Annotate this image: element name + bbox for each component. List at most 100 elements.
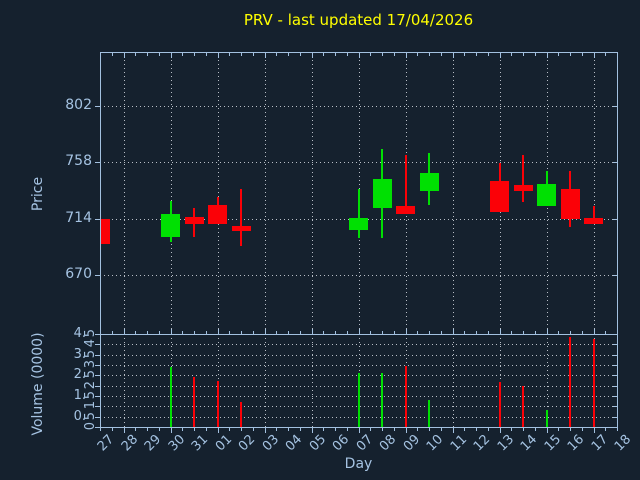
- volume-tick-mark: [613, 416, 618, 418]
- day-tick-top: [452, 53, 454, 58]
- day-tick-top: [264, 53, 266, 58]
- candle-wick-day-17: [592, 206, 595, 224]
- candle-wick-day-07: [357, 189, 360, 239]
- day-tick-bottom: [605, 428, 607, 431]
- day-tick-shared: [346, 331, 348, 334]
- day-tick-shared: [276, 331, 278, 334]
- gridline-vertical: [123, 334, 125, 427]
- volume-tick-mark: [613, 344, 618, 346]
- volume-tick-label: 0.5: [73, 408, 98, 424]
- day-tick-bottom: [276, 428, 278, 431]
- day-tick-shared: [111, 331, 113, 334]
- day-tick-shared: [299, 331, 301, 334]
- volume-bar-day-14: [522, 385, 524, 427]
- day-tick-label: 13: [494, 432, 518, 455]
- day-tick-bottom: [464, 428, 466, 431]
- day-tick-top: [370, 53, 372, 56]
- volume-bar-day-10: [428, 400, 430, 427]
- day-tick-bottom: [452, 428, 454, 433]
- day-tick-bottom: [264, 428, 266, 433]
- day-tick-bottom: [440, 428, 442, 431]
- volume-panel: [100, 334, 617, 427]
- gridline-vertical: [170, 52, 172, 334]
- day-tick-bottom: [499, 428, 501, 433]
- day-tick-bottom: [393, 428, 395, 431]
- price-tick-label: 714: [65, 209, 92, 226]
- day-tick-shared: [452, 329, 454, 334]
- day-tick-label: 18: [612, 432, 635, 455]
- day-tick-shared: [382, 331, 383, 334]
- volume-bar-day-17: [592, 339, 595, 427]
- day-tick-bottom: [476, 428, 477, 431]
- price-tick-mark: [95, 218, 100, 220]
- candle-wick-day-02: [240, 188, 242, 246]
- volume-tick-mark: [613, 375, 618, 377]
- day-tick-top: [393, 53, 395, 56]
- day-axis-label: Day: [344, 456, 373, 472]
- gridline-price: [100, 105, 617, 107]
- candle-body-day-17: [584, 217, 603, 224]
- day-tick-label: 15: [541, 432, 565, 455]
- candle-body-day-07: [349, 217, 368, 230]
- day-tick-top: [194, 53, 195, 56]
- day-tick-label: 04: [283, 432, 306, 455]
- price-tick-label: 758: [65, 153, 92, 170]
- day-tick-label: 08: [377, 432, 400, 455]
- day-tick-shared: [147, 331, 148, 334]
- price-tick-mark: [613, 162, 618, 164]
- day-tick-shared: [335, 331, 336, 334]
- day-tick-top: [593, 53, 595, 58]
- day-tick-bottom: [217, 428, 219, 433]
- day-tick-bottom: [534, 428, 536, 431]
- day-tick-shared: [311, 329, 313, 334]
- candle-wick-day-14: [522, 154, 524, 202]
- day-tick-bottom: [417, 428, 419, 431]
- day-tick-bottom: [311, 428, 313, 433]
- day-tick-label: 28: [118, 432, 142, 455]
- day-tick-label: 09: [400, 432, 424, 455]
- candle-body-day-09: [396, 206, 415, 215]
- volume-tick-mark: [95, 385, 100, 387]
- day-tick-label: 17: [588, 432, 612, 455]
- gridline-price: [100, 162, 617, 164]
- day-tick-top: [217, 53, 219, 58]
- day-tick-shared: [100, 331, 101, 334]
- day-tick-top: [605, 53, 607, 56]
- day-tick-shared: [205, 331, 207, 334]
- day-tick-top: [405, 53, 407, 58]
- day-tick-label: 14: [518, 432, 541, 455]
- day-tick-shared: [358, 329, 360, 334]
- day-tick-bottom: [135, 428, 137, 431]
- day-tick-top: [182, 53, 184, 56]
- day-tick-bottom: [570, 428, 571, 431]
- day-tick-shared: [605, 331, 607, 334]
- day-tick-bottom: [158, 428, 160, 431]
- day-tick-top: [546, 53, 548, 58]
- gridline-vertical: [593, 52, 595, 334]
- day-tick-label: 05: [306, 432, 330, 455]
- day-tick-bottom: [252, 428, 254, 431]
- day-tick-label: 07: [353, 432, 377, 455]
- price-tick-mark: [95, 275, 100, 277]
- day-tick-bottom: [241, 428, 242, 431]
- day-tick-shared: [417, 331, 419, 334]
- gridline-vertical: [452, 52, 454, 334]
- day-tick-shared: [581, 331, 583, 334]
- price-tick-mark: [95, 162, 100, 164]
- volume-bar-day-02: [240, 402, 242, 427]
- day-tick-label: 12: [471, 432, 494, 455]
- day-tick-label: 27: [95, 432, 118, 455]
- day-tick-top: [158, 53, 160, 56]
- day-tick-top: [382, 53, 383, 56]
- candle-body-day-15: [537, 184, 556, 207]
- candle-body-day-31: [184, 217, 204, 225]
- day-tick-label: 31: [189, 432, 212, 455]
- volume-tick-label: 0: [83, 422, 98, 431]
- day-tick-bottom: [335, 428, 336, 431]
- volume-tick-mark: [613, 406, 618, 408]
- volume-tick-mark: [95, 344, 100, 346]
- volume-tick-mark: [613, 334, 618, 335]
- price-tick-mark: [613, 275, 618, 277]
- day-tick-top: [299, 53, 301, 56]
